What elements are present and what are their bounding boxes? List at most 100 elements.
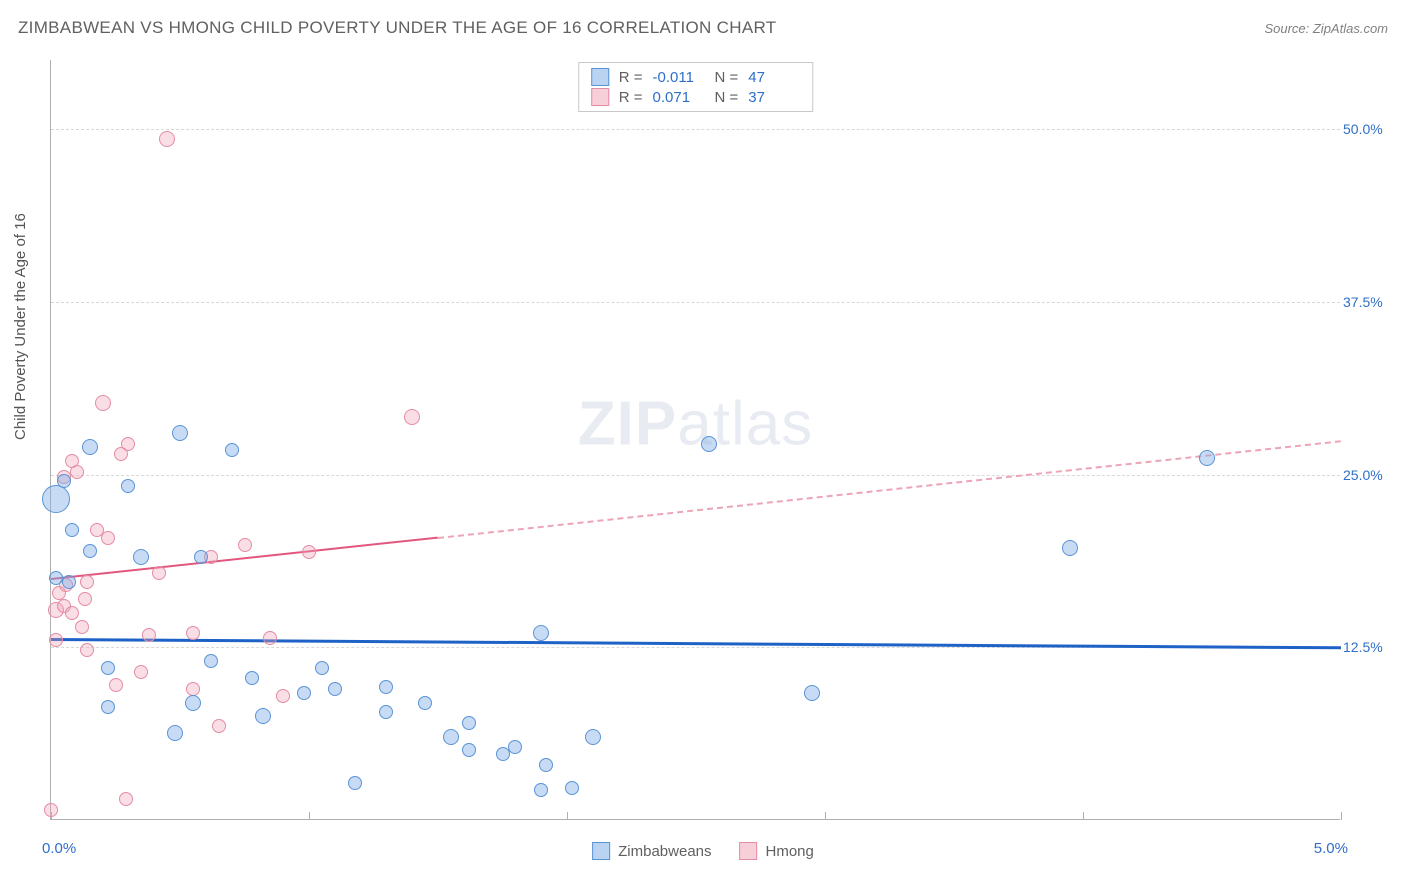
data-point-zimbabweans bbox=[379, 680, 393, 694]
x-tick-left: 0.0% bbox=[42, 840, 76, 857]
x-tick bbox=[1341, 812, 1342, 820]
data-point-zimbabweans bbox=[204, 654, 218, 668]
data-point-zimbabweans bbox=[297, 686, 311, 700]
x-tick-right: 5.0% bbox=[1314, 840, 1348, 857]
data-point-zimbabweans bbox=[225, 443, 239, 457]
data-point-zimbabweans bbox=[804, 685, 820, 701]
n-value: 47 bbox=[748, 69, 800, 86]
data-point-hmong bbox=[186, 626, 200, 640]
n-label: N = bbox=[715, 89, 739, 106]
y-tick-label: 37.5% bbox=[1343, 294, 1398, 310]
gridline bbox=[51, 129, 1340, 130]
r-label: R = bbox=[619, 69, 643, 86]
r-label: R = bbox=[619, 89, 643, 106]
swatch-blue-icon bbox=[592, 842, 610, 860]
data-point-zimbabweans bbox=[1062, 540, 1078, 556]
data-point-zimbabweans bbox=[172, 425, 188, 441]
data-point-zimbabweans bbox=[49, 571, 63, 585]
data-point-zimbabweans bbox=[508, 740, 522, 754]
r-value: 0.071 bbox=[653, 89, 705, 106]
gridline bbox=[51, 475, 1340, 476]
data-point-hmong bbox=[238, 538, 252, 552]
data-point-zimbabweans bbox=[57, 474, 71, 488]
data-point-zimbabweans bbox=[462, 743, 476, 757]
data-point-zimbabweans bbox=[462, 716, 476, 730]
data-point-hmong bbox=[119, 792, 133, 806]
legend-item-hmong: Hmong bbox=[740, 842, 814, 860]
y-axis-title: Child Poverty Under the Age of 16 bbox=[12, 213, 29, 440]
data-point-hmong bbox=[263, 631, 277, 645]
data-point-hmong bbox=[302, 545, 316, 559]
data-point-hmong bbox=[404, 409, 420, 425]
data-point-zimbabweans bbox=[539, 758, 553, 772]
data-point-hmong bbox=[80, 575, 94, 589]
swatch-blue-icon bbox=[591, 68, 609, 86]
data-point-zimbabweans bbox=[585, 729, 601, 745]
swatch-pink-icon bbox=[591, 88, 609, 106]
y-tick-label: 25.0% bbox=[1343, 467, 1398, 483]
y-tick-label: 50.0% bbox=[1343, 121, 1398, 137]
source-label: Source: ZipAtlas.com bbox=[1264, 21, 1388, 36]
chart-title: ZIMBABWEAN VS HMONG CHILD POVERTY UNDER … bbox=[18, 18, 776, 38]
data-point-zimbabweans bbox=[533, 625, 549, 641]
data-point-zimbabweans bbox=[121, 479, 135, 493]
data-point-zimbabweans bbox=[418, 696, 432, 710]
x-tick bbox=[309, 812, 310, 820]
data-point-hmong bbox=[80, 643, 94, 657]
data-point-hmong bbox=[159, 131, 175, 147]
stats-row-hmong: R = 0.071 N = 37 bbox=[591, 87, 801, 107]
data-point-zimbabweans bbox=[443, 729, 459, 745]
data-point-hmong bbox=[212, 719, 226, 733]
data-point-hmong bbox=[142, 628, 156, 642]
data-point-zimbabweans bbox=[496, 747, 510, 761]
x-tick bbox=[567, 812, 568, 820]
legend-label: Zimbabweans bbox=[618, 843, 711, 860]
data-point-zimbabweans bbox=[65, 523, 79, 537]
y-tick-label: 12.5% bbox=[1343, 639, 1398, 655]
scatter-plot-area: ZIPatlas R = -0.011 N = 47 R = 0.071 N =… bbox=[50, 60, 1340, 820]
data-point-zimbabweans bbox=[701, 436, 717, 452]
data-point-zimbabweans bbox=[101, 661, 115, 675]
data-point-zimbabweans bbox=[315, 661, 329, 675]
r-value: -0.011 bbox=[653, 69, 705, 86]
data-point-zimbabweans bbox=[379, 705, 393, 719]
watermark: ZIPatlas bbox=[578, 389, 813, 460]
data-point-hmong bbox=[134, 665, 148, 679]
n-label: N = bbox=[715, 69, 739, 86]
data-point-zimbabweans bbox=[167, 725, 183, 741]
data-point-zimbabweans bbox=[328, 682, 342, 696]
data-point-hmong bbox=[95, 395, 111, 411]
legend-label: Hmong bbox=[766, 843, 814, 860]
data-point-zimbabweans bbox=[82, 439, 98, 455]
watermark-light: atlas bbox=[677, 390, 813, 459]
data-point-zimbabweans bbox=[255, 708, 271, 724]
data-point-hmong bbox=[121, 437, 135, 451]
data-point-zimbabweans bbox=[534, 783, 548, 797]
x-tick bbox=[1083, 812, 1084, 820]
data-point-zimbabweans bbox=[42, 485, 70, 513]
swatch-pink-icon bbox=[740, 842, 758, 860]
data-point-zimbabweans bbox=[565, 781, 579, 795]
legend-item-zimbabweans: Zimbabweans bbox=[592, 842, 711, 860]
legend: Zimbabweans Hmong bbox=[592, 842, 814, 860]
data-point-zimbabweans bbox=[185, 695, 201, 711]
n-value: 37 bbox=[748, 89, 800, 106]
data-point-zimbabweans bbox=[83, 544, 97, 558]
watermark-bold: ZIP bbox=[578, 390, 677, 459]
data-point-hmong bbox=[152, 566, 166, 580]
data-point-hmong bbox=[109, 678, 123, 692]
data-point-hmong bbox=[65, 606, 79, 620]
data-point-hmong bbox=[70, 465, 84, 479]
x-tick bbox=[825, 812, 826, 820]
data-point-zimbabweans bbox=[245, 671, 259, 685]
gridline bbox=[51, 302, 1340, 303]
title-bar: ZIMBABWEAN VS HMONG CHILD POVERTY UNDER … bbox=[18, 18, 1388, 38]
correlation-stats-box: R = -0.011 N = 47 R = 0.071 N = 37 bbox=[578, 62, 814, 112]
data-point-hmong bbox=[276, 689, 290, 703]
data-point-zimbabweans bbox=[101, 700, 115, 714]
data-point-hmong bbox=[75, 620, 89, 634]
data-point-hmong bbox=[44, 803, 58, 817]
data-point-zimbabweans bbox=[348, 776, 362, 790]
stats-row-zimbabweans: R = -0.011 N = 47 bbox=[591, 67, 801, 87]
data-point-hmong bbox=[49, 633, 63, 647]
